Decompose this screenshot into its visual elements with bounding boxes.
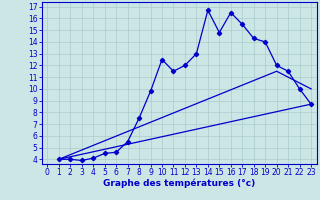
X-axis label: Graphe des températures (°c): Graphe des températures (°c) xyxy=(103,179,255,188)
